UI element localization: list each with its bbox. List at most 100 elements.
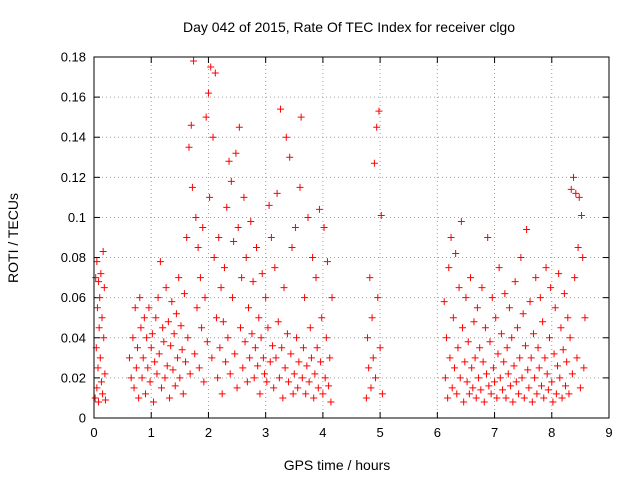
data-point xyxy=(487,390,495,398)
data-point xyxy=(578,211,586,219)
data-point xyxy=(135,394,143,402)
data-point xyxy=(442,334,450,342)
data-point xyxy=(279,394,287,402)
data-point xyxy=(367,384,375,392)
data-point xyxy=(93,384,101,392)
data-point xyxy=(185,143,193,151)
data-point xyxy=(234,223,242,231)
data-point xyxy=(256,390,264,398)
x-axis-label: GPS time / hours xyxy=(284,457,391,473)
data-point xyxy=(175,274,183,282)
data-point xyxy=(551,304,559,312)
data-point xyxy=(478,284,486,292)
data-point xyxy=(188,183,196,191)
data-point xyxy=(566,334,574,342)
data-point xyxy=(187,121,195,129)
data-point xyxy=(166,394,174,402)
data-point xyxy=(520,394,528,402)
data-point xyxy=(95,324,103,332)
data-point xyxy=(575,193,583,201)
data-point xyxy=(293,334,301,342)
data-point xyxy=(481,324,489,332)
y-tick-label: 0 xyxy=(79,411,86,426)
data-point xyxy=(564,314,572,322)
data-point xyxy=(318,314,326,322)
data-point xyxy=(162,284,170,292)
data-point xyxy=(265,201,273,209)
y-tick-label: 0.18 xyxy=(61,50,86,65)
data-point xyxy=(232,149,240,157)
data-point xyxy=(319,390,327,398)
data-point xyxy=(125,354,133,362)
data-point xyxy=(521,342,529,350)
data-point xyxy=(271,264,279,272)
data-point xyxy=(568,370,576,378)
data-point xyxy=(274,318,282,326)
data-point xyxy=(471,354,479,362)
data-point xyxy=(485,382,493,390)
data-point xyxy=(92,274,100,282)
data-point xyxy=(150,398,158,406)
data-point xyxy=(142,390,149,398)
data-point xyxy=(295,358,303,366)
data-point xyxy=(378,390,386,398)
data-point xyxy=(155,350,163,358)
data-point xyxy=(306,324,314,332)
data-point xyxy=(571,274,579,282)
data-point xyxy=(99,248,107,256)
data-point xyxy=(562,382,570,390)
data-point xyxy=(211,69,219,77)
data-point xyxy=(452,250,460,258)
data-point xyxy=(290,370,298,378)
data-point xyxy=(515,390,523,398)
data-point xyxy=(275,374,283,382)
data-point xyxy=(328,294,336,302)
data-point xyxy=(233,384,241,392)
data-point xyxy=(512,378,520,386)
data-point xyxy=(519,310,527,318)
data-point xyxy=(449,314,457,322)
data-point xyxy=(93,304,101,312)
data-point xyxy=(322,334,330,342)
data-point xyxy=(272,354,280,362)
data-point xyxy=(219,318,227,326)
data-point xyxy=(249,278,257,286)
y-tick-label: 0.04 xyxy=(61,330,86,345)
data-point xyxy=(217,284,225,292)
data-point xyxy=(245,304,252,312)
data-point xyxy=(161,374,169,382)
data-point xyxy=(174,354,182,362)
data-point xyxy=(309,254,317,262)
data-point xyxy=(572,189,580,197)
data-point xyxy=(455,284,463,292)
data-point xyxy=(296,183,304,191)
data-point xyxy=(299,344,307,352)
data-point xyxy=(369,354,377,362)
data-point xyxy=(91,394,99,402)
data-point xyxy=(222,358,230,366)
data-point xyxy=(375,107,383,115)
data-point xyxy=(148,330,156,338)
data-point xyxy=(100,284,108,292)
data-point xyxy=(193,304,201,312)
data-point xyxy=(129,334,137,342)
data-point xyxy=(555,270,563,278)
data-point xyxy=(200,378,208,386)
data-point xyxy=(231,350,239,358)
data-point xyxy=(154,294,162,302)
data-point xyxy=(364,334,372,342)
data-point xyxy=(543,370,551,378)
data-point xyxy=(473,304,481,312)
data-point xyxy=(528,398,536,406)
data-point xyxy=(567,185,575,193)
data-point xyxy=(144,364,152,372)
x-tick-label: 6 xyxy=(434,425,441,440)
y-tick-label: 0.14 xyxy=(61,130,86,145)
data-point xyxy=(243,378,251,386)
data-point xyxy=(550,350,558,358)
data-point xyxy=(246,354,254,362)
data-point xyxy=(307,354,315,362)
data-point xyxy=(269,342,277,350)
data-point xyxy=(377,211,385,219)
data-point xyxy=(493,394,501,402)
